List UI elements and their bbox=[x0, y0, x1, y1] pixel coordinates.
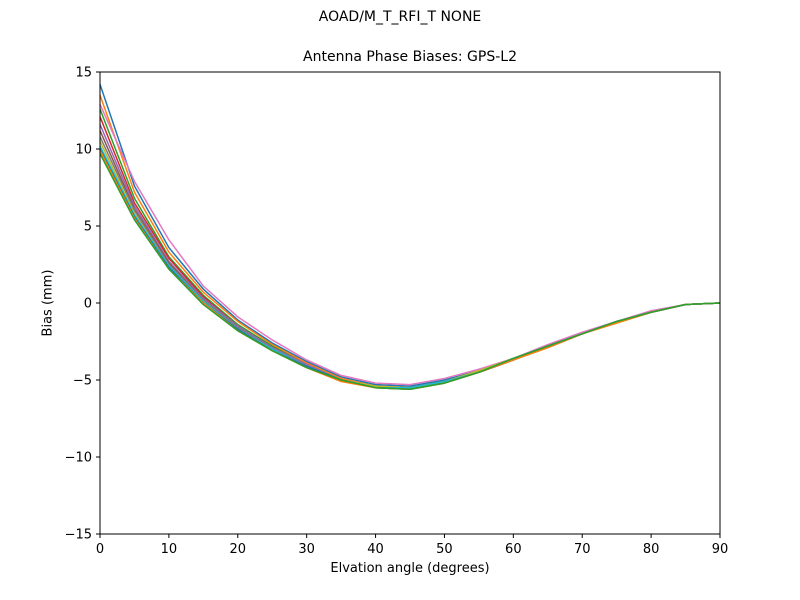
x-axis-label: Elvation angle (degrees) bbox=[330, 561, 490, 576]
x-tick-label: 60 bbox=[505, 542, 522, 557]
x-tick-label: 70 bbox=[574, 542, 591, 557]
x-tick-label: 0 bbox=[96, 542, 104, 557]
y-tick-label: −15 bbox=[65, 528, 92, 543]
x-tick-label: 10 bbox=[161, 542, 178, 557]
chart-title: Antenna Phase Biases: GPS-L2 bbox=[303, 49, 517, 65]
series-line-10 bbox=[99, 145, 721, 389]
series-line-9 bbox=[99, 140, 721, 389]
axes-layer: 0 10 20 30 40 50 60 70 80 90 −15 −10 −5 0 5 10 15 bbox=[65, 66, 729, 558]
series-line-6 bbox=[99, 130, 721, 389]
x-tick-label: 50 bbox=[436, 542, 453, 557]
series-line-4 bbox=[99, 116, 721, 389]
x-tick-label: 30 bbox=[298, 542, 315, 557]
series-line-8 bbox=[99, 136, 721, 389]
y-tick-label: 15 bbox=[75, 66, 92, 81]
series-line-2 bbox=[99, 94, 721, 389]
y-tick-label: 10 bbox=[75, 143, 92, 158]
series-line-3 bbox=[99, 108, 721, 390]
series-line-1 bbox=[99, 84, 721, 387]
series-line-7 bbox=[99, 104, 721, 386]
x-tick-label: 90 bbox=[712, 542, 729, 557]
x-tick-label: 20 bbox=[230, 542, 247, 557]
figure-suptitle: AOAD/M_T_RFI_T NONE bbox=[318, 9, 482, 25]
y-tick-label: 0 bbox=[84, 297, 92, 312]
series-line-13 bbox=[99, 153, 721, 390]
series-line-5 bbox=[99, 124, 721, 389]
y-tick-label: −5 bbox=[73, 374, 92, 389]
y-tick-label: −10 bbox=[65, 451, 92, 466]
axes-frame bbox=[99, 71, 721, 535]
series-layer bbox=[99, 84, 721, 390]
x-tick-label: 80 bbox=[643, 542, 660, 557]
series-line-11 bbox=[99, 148, 721, 390]
y-tick-label: 5 bbox=[84, 220, 92, 235]
series-line-12 bbox=[99, 150, 721, 390]
x-tick-label: 40 bbox=[367, 542, 384, 557]
